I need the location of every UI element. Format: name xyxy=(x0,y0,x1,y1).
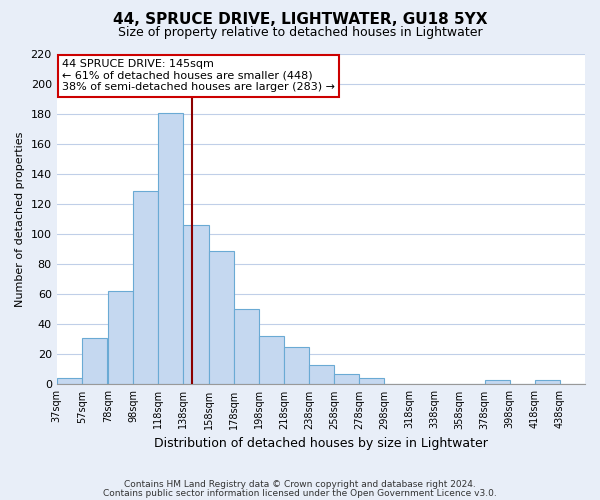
Y-axis label: Number of detached properties: Number of detached properties xyxy=(15,132,25,307)
Bar xyxy=(108,292,133,384)
Bar xyxy=(485,380,510,384)
Bar xyxy=(259,336,284,384)
Bar xyxy=(82,338,107,384)
Bar xyxy=(209,251,233,384)
Bar xyxy=(184,225,209,384)
Bar xyxy=(284,347,309,385)
Bar xyxy=(158,112,184,384)
Bar xyxy=(359,378,384,384)
Bar xyxy=(56,378,82,384)
X-axis label: Distribution of detached houses by size in Lightwater: Distribution of detached houses by size … xyxy=(154,437,488,450)
Text: 44 SPRUCE DRIVE: 145sqm
← 61% of detached houses are smaller (448)
38% of semi-d: 44 SPRUCE DRIVE: 145sqm ← 61% of detache… xyxy=(62,59,335,92)
Bar xyxy=(233,310,259,384)
Text: 44, SPRUCE DRIVE, LIGHTWATER, GU18 5YX: 44, SPRUCE DRIVE, LIGHTWATER, GU18 5YX xyxy=(113,12,487,28)
Text: Contains HM Land Registry data © Crown copyright and database right 2024.: Contains HM Land Registry data © Crown c… xyxy=(124,480,476,489)
Bar xyxy=(309,365,334,384)
Bar xyxy=(334,374,359,384)
Bar xyxy=(133,190,158,384)
Bar xyxy=(535,380,560,384)
Text: Size of property relative to detached houses in Lightwater: Size of property relative to detached ho… xyxy=(118,26,482,39)
Text: Contains public sector information licensed under the Open Government Licence v3: Contains public sector information licen… xyxy=(103,488,497,498)
